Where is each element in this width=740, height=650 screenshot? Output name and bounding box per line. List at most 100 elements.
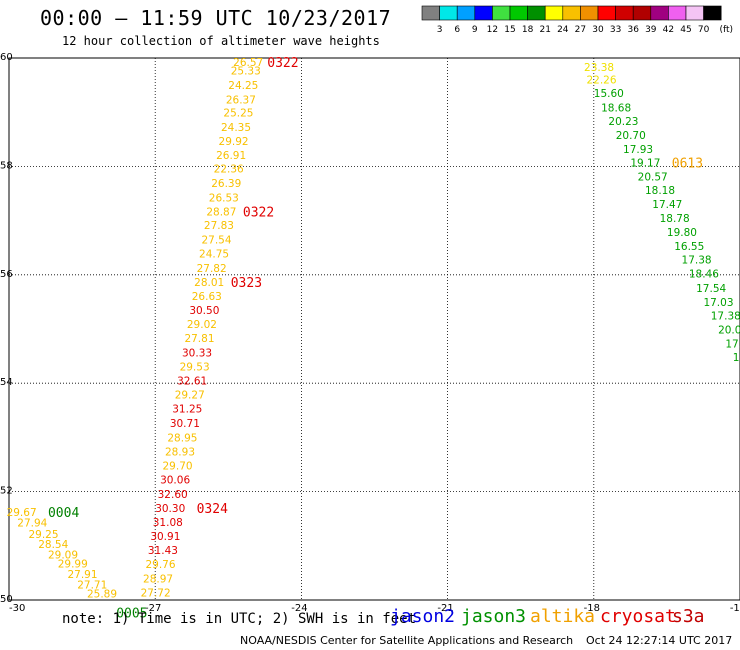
wave-height-altika-2: 24.25: [228, 80, 258, 92]
wave-height-altika-21: 30.33: [182, 347, 212, 359]
wave-height-jason3-10: 17.47: [652, 199, 682, 211]
wave-height-jason3-19: 20.05: [718, 325, 740, 337]
wave-height-jason3-12: 19.80: [667, 227, 697, 239]
wave-height-altika-3: 26.37: [226, 95, 256, 107]
x-tick-label: -24: [291, 603, 307, 614]
wave-height-altika-33: 31.08: [153, 517, 183, 529]
wave-height-altika-4: 25.25: [223, 108, 253, 120]
wave-height-altika-28: 28.93: [165, 446, 195, 458]
y-tick-label: 58: [0, 160, 13, 171]
pass-time-label: 0005: [116, 606, 147, 621]
pass-time-label: 0322: [243, 205, 274, 220]
wave-height-altika-19: 29.02: [187, 319, 217, 331]
wave-height-altika-27: 28.95: [167, 432, 197, 444]
pass-time-label: 0004: [48, 506, 79, 521]
legend-altika: altika: [530, 606, 596, 627]
wave-height-jason3-17: 17.03: [703, 297, 733, 309]
y-tick-label: 54: [0, 377, 13, 388]
wave-height-altika-38: 27.72: [141, 587, 171, 599]
colorbar-label: 33: [610, 25, 621, 35]
wave-height-jason3-7: 19.17: [630, 158, 660, 170]
pass-time-label: 0323: [231, 276, 262, 291]
wave-height-jason3-18: 17.38: [711, 310, 740, 322]
colorbar-label: 27: [575, 25, 586, 35]
wave-height-altika-18: 30.50: [189, 305, 219, 317]
wave-height-altika-35: 31.43: [148, 545, 178, 557]
colorbar-label: 6: [454, 25, 460, 35]
colorbar-label: 9: [472, 25, 478, 35]
wave-height-altika-37: 28.97: [143, 573, 173, 585]
wave-height-altika-32: 30.30: [155, 503, 185, 515]
wave-height-jason3-11: 18.78: [660, 213, 690, 225]
wave-height-altika-11: 28.87: [206, 206, 236, 218]
wave-height-altika-31: 32.60: [158, 489, 188, 501]
wave-height-jason3-13: 16.55: [674, 241, 704, 253]
legend-cryosat: cryosat: [600, 606, 676, 627]
wave-height-altika-13: 27.54: [201, 235, 231, 247]
wave-height-altika-48: 29.09: [48, 549, 78, 561]
pass-time-label: 0324: [197, 502, 228, 517]
wave-height-altika-29: 29.70: [163, 461, 193, 473]
wave-height-altika-9: 26.39: [211, 178, 241, 190]
wave-height-altika-34: 30.91: [150, 531, 180, 543]
wave-height-altika-0: 26.57: [233, 57, 263, 69]
colorbar-label: 3: [437, 25, 443, 35]
wave-height-altika-1: 25.33: [231, 65, 261, 77]
wave-height-jason3-1: 22.26: [586, 75, 616, 87]
y-tick-label: 56: [0, 269, 13, 280]
x-tick-label: -21: [437, 603, 453, 614]
legend-s3a: s3a: [672, 606, 705, 627]
colorbar-label: 30: [592, 25, 604, 35]
colorbar-swatch: [703, 5, 722, 21]
wave-height-altika-22: 29.53: [180, 361, 210, 373]
axis-ticks: -30 -27 -24 -21 -18 -15 50 52 54 56 58 60: [0, 52, 740, 614]
wave-height-altika-36: 29.76: [145, 559, 175, 571]
x-tick-label: -18: [584, 603, 600, 614]
wave-height-altika-8: 22.36: [214, 164, 244, 176]
wave-height-jason3-2: 15.60: [594, 88, 624, 100]
x-tick-label: -27: [145, 603, 161, 614]
wave-height-altika-46: 29.25: [28, 529, 58, 541]
wave-height-altika-45: 27.94: [17, 517, 47, 529]
wave-height-altika-6: 29.92: [219, 136, 249, 148]
wave-height-altika-24: 29.27: [175, 390, 205, 402]
wave-height-altika-26: 30.71: [170, 418, 200, 430]
wave-height-altika-12: 27.83: [204, 220, 234, 232]
credit-line: NOAA/NESDIS Center for Satellite Applica…: [240, 634, 574, 647]
plot-frame: [8, 57, 740, 601]
colorbar-label: 39: [645, 25, 657, 35]
wave-height-altika-23: 32.61: [177, 375, 207, 387]
wave-height-altika-47: 28.54: [38, 539, 68, 551]
pass-time-label: 0613: [672, 157, 703, 172]
colorbar-label: 12: [487, 25, 498, 35]
chart-subtitle: 12 hour collection of altimeter wave hei…: [62, 34, 380, 48]
colorbar-label: 36: [627, 25, 639, 35]
legend-jason2: jason2: [390, 606, 456, 627]
x-tick-label: -30: [9, 603, 25, 614]
pass-time-labels: 0322 0322 0323 0324 0613 0004 0005: [48, 56, 703, 622]
wave-height-jason3-4: 20.23: [608, 116, 638, 128]
wave-height-altika-49: 29.99: [58, 559, 88, 571]
wave-height-jason3-5: 20.70: [616, 130, 646, 142]
colorbar-label: 24: [557, 25, 569, 35]
wave-height-altika-17: 26.63: [192, 291, 222, 303]
wave-height-jason3-8: 20.57: [638, 172, 668, 184]
wave-height-altika-50: 27.91: [67, 569, 97, 581]
colorbar-label: 42: [663, 25, 674, 35]
colorbar-label: 70: [698, 25, 710, 35]
wave-height-jason3-9: 18.18: [645, 185, 675, 197]
wave-height-altika-25: 31.25: [172, 404, 202, 416]
wave-height-altika-20: 27.81: [184, 333, 214, 345]
wave-height-jason3-21: 16.8: [733, 352, 740, 364]
wave-height-jason3-14: 17.38: [682, 255, 712, 267]
footer-note: note: 1) Time is in UTC; 2) SWH is in fe…: [62, 611, 417, 627]
grid-lines: [9, 58, 740, 600]
wave-height-jason3-6: 17.93: [623, 144, 653, 156]
generation-timestamp: Oct 24 12:27:14 UTC 2017: [586, 634, 733, 647]
wave-height-altika-14: 24.75: [199, 249, 229, 261]
wave-height-altika-5: 24.35: [221, 122, 251, 134]
y-tick-label: 50: [0, 594, 13, 605]
y-tick-label: 52: [0, 486, 13, 497]
